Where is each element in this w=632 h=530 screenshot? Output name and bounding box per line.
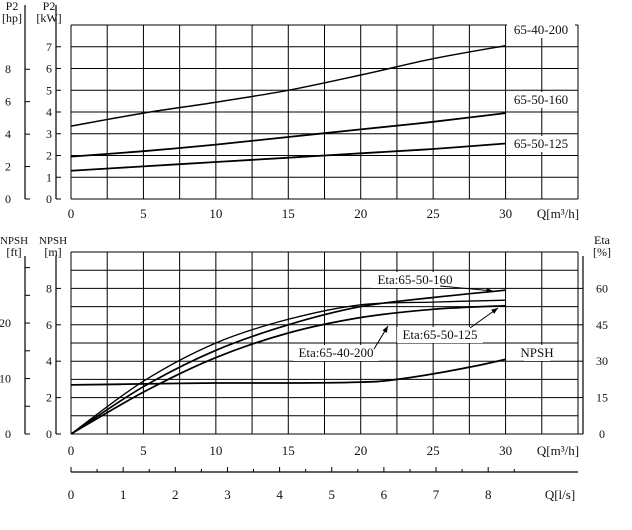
series-label: 65-50-125	[514, 136, 568, 151]
x-tick-label: 30	[499, 443, 512, 458]
series-label-bg	[507, 22, 575, 38]
x-tick-label: 15	[282, 206, 295, 221]
x-tick-label: 20	[354, 206, 367, 221]
npsh-efficiency-panel: 0246801020015304560NPSH[ft]NPSH[m]Eta[%]…	[0, 233, 611, 502]
ls-tick-label: 8	[485, 487, 492, 502]
x-tick-label: 25	[427, 443, 440, 458]
series-line-Eta-65-50-125	[70, 304, 506, 435]
leader-arrow	[486, 287, 493, 293]
x-tick-label: 15	[282, 443, 295, 458]
x-tick-label: 10	[209, 443, 222, 458]
m-tick-label: 4	[46, 354, 52, 368]
series-label-bg	[397, 327, 483, 343]
series-label-bg	[523, 345, 551, 361]
x-axis-label: Q[m³/h]	[537, 443, 579, 458]
x-tick-label: 25	[427, 206, 440, 221]
kw-tick-label: 3	[46, 127, 52, 141]
series-label: Eta:65-40-200	[298, 345, 373, 360]
eta-tick-label: 30	[596, 354, 608, 368]
leader-line	[439, 285, 494, 292]
ft-tick-label: 0	[5, 427, 11, 441]
series-label: Eta:65-50-160	[377, 272, 452, 287]
series-label-bg	[507, 136, 575, 152]
x-tick-label: 5	[140, 206, 147, 221]
hp-unit-bottom: [hp]	[2, 11, 22, 25]
kw-unit-top: P2	[43, 0, 56, 13]
eta-unit-top: Eta	[594, 233, 611, 247]
series-line-65-40-200	[70, 44, 506, 127]
kw-unit-bottom: [kW]	[36, 11, 61, 25]
eta-tick-label: 45	[596, 318, 608, 332]
series-label: 65-50-160	[514, 92, 568, 107]
x-tick-label: 30	[499, 206, 512, 221]
series-line-65-50-125	[70, 142, 506, 172]
kw-tick-label: 4	[46, 105, 52, 119]
series-line-NPSH	[70, 358, 506, 386]
ls-tick-label: 0	[68, 487, 75, 502]
x-tick-label: 0	[68, 443, 75, 458]
ls-tick-label: 7	[433, 487, 440, 502]
kw-tick-label: 5	[46, 83, 52, 97]
series-line-65-50-160	[70, 112, 506, 158]
hp-tick-label: 2	[5, 160, 11, 174]
eta-tick-label: 60	[596, 281, 608, 295]
hp-unit-top: P2	[6, 0, 19, 13]
series-label-bg	[293, 345, 379, 361]
series-line-Eta-65-50-160	[70, 289, 506, 435]
ls-tick-label: 5	[328, 487, 335, 502]
series-label: NPSH	[520, 345, 553, 360]
series-line-Eta-65-40-200	[70, 299, 506, 435]
kw-tick-label: 6	[46, 62, 52, 76]
kw-tick-label: 2	[46, 149, 52, 163]
ft-unit-top: NPSH	[0, 235, 28, 247]
kw-tick-label: 0	[46, 192, 52, 206]
ls-tick-label: 6	[381, 487, 388, 502]
x-axis-label: Q[m³/h]	[537, 206, 579, 221]
eta-unit-bottom: [%]	[593, 245, 611, 259]
ls-tick-label: 2	[172, 487, 179, 502]
m-tick-label: 0	[46, 427, 52, 441]
kw-tick-label: 7	[46, 40, 52, 54]
leader-arrow	[382, 326, 388, 333]
ls-tick-label: 1	[120, 487, 127, 502]
series-label-bg	[372, 272, 458, 288]
x-tick-label: 5	[140, 443, 147, 458]
m-tick-label: 2	[46, 391, 52, 405]
leader-arrow	[491, 308, 498, 314]
m-unit-top: NPSH	[39, 235, 67, 247]
hp-tick-label: 4	[5, 127, 11, 141]
m-unit-bottom: [m]	[44, 245, 61, 259]
hp-tick-label: 8	[5, 62, 11, 76]
series-label: Eta:65-50-125	[402, 327, 477, 342]
series-label-bg	[507, 92, 575, 108]
ls-axis-label: Q[l/s]	[545, 487, 575, 502]
ls-tick-label: 3	[224, 487, 231, 502]
kw-tick-label: 1	[46, 170, 52, 184]
ft-unit-bottom: [ft]	[6, 245, 21, 259]
ft-tick-label: 20	[0, 316, 11, 330]
eta-tick-label: 0	[599, 427, 605, 441]
hp-tick-label: 0	[5, 192, 11, 206]
eta-tick-label: 15	[596, 391, 608, 405]
x-tick-label: 0	[68, 206, 75, 221]
ls-tick-label: 4	[276, 487, 283, 502]
ft-tick-label: 10	[0, 372, 11, 386]
m-tick-label: 8	[46, 281, 52, 295]
hp-tick-label: 6	[5, 95, 11, 109]
x-tick-label: 10	[209, 206, 222, 221]
series-label: 65-40-200	[514, 22, 568, 37]
x-tick-label: 20	[354, 443, 367, 458]
m-tick-label: 6	[46, 318, 52, 332]
